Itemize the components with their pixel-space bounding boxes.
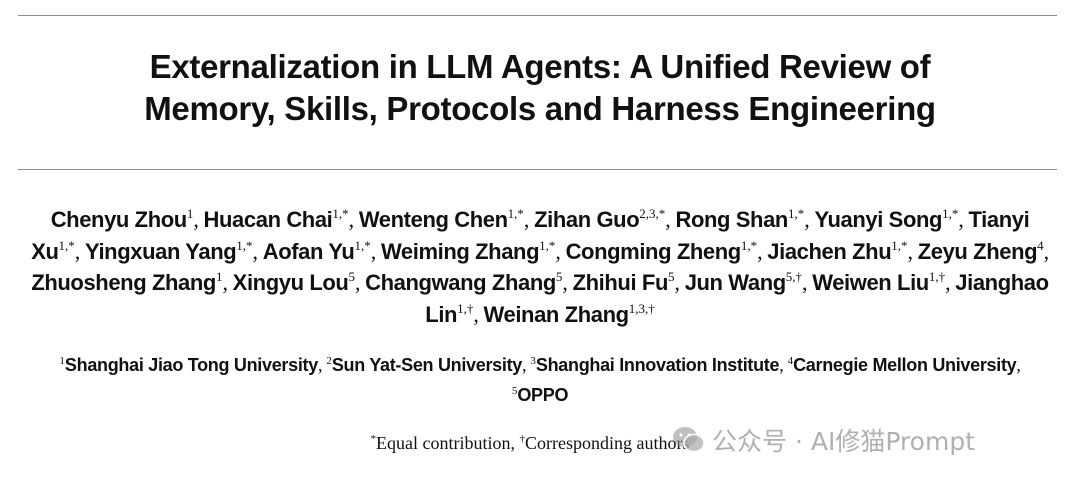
- author-name: Zhihui Fu: [572, 270, 669, 295]
- affiliation-name: Shanghai Jiao Tong University: [64, 355, 318, 375]
- author: Chenyu Zhou1: [51, 207, 194, 232]
- author: Jianghao Lin1,†: [425, 270, 1049, 327]
- author: Jun Wang5,†: [685, 270, 802, 295]
- author-affiliation-mark: 1,*: [507, 206, 524, 221]
- author: Jiachen Zhu1,*: [767, 239, 907, 264]
- bottom-rule: [18, 169, 1057, 170]
- title-line: Externalization in LLM Agents: A Unified…: [149, 48, 931, 85]
- author-affiliation-mark: 1,3,†: [628, 300, 655, 316]
- author-name: Weinan Zhang: [483, 301, 630, 327]
- affiliation: 3Shanghai Innovation Institute: [530, 355, 779, 375]
- author-name: Yingxuan Yang: [84, 238, 237, 264]
- author: Rong Shan1,*: [675, 207, 804, 232]
- author-name: Chenyu Zhou: [50, 207, 188, 232]
- affiliation-name: Sun Yat-Sen University: [331, 355, 522, 375]
- affiliation-name: Shanghai Innovation Institute: [535, 355, 780, 375]
- author: Zihan Guo2,3,*: [534, 207, 665, 232]
- author: Congming Zheng1,*: [566, 239, 758, 264]
- author-affiliation-mark: 1,*: [354, 237, 371, 253]
- author-affiliation-mark: 1,*: [787, 206, 805, 221]
- author-affiliation-mark: 2,3,*: [639, 206, 666, 221]
- author-name: Changwang Zhang: [365, 270, 556, 295]
- wechat-icon: [672, 425, 706, 455]
- author: Yingxuan Yang1,*: [85, 239, 253, 264]
- author-affiliation-mark: 1: [215, 269, 223, 284]
- author-affiliation-mark: 1,*: [58, 237, 75, 253]
- author-affiliation-mark: 1,†: [928, 269, 946, 284]
- author: Weinan Zhang1,3,†: [484, 302, 655, 327]
- affiliation-name: Carnegie Mellon University: [793, 355, 1017, 375]
- affiliation: 5OPPO: [511, 385, 569, 405]
- author: Wenteng Chen1,*: [359, 207, 524, 232]
- title-line: Memory, Skills, Protocols and Harness En…: [144, 90, 936, 127]
- equal-contribution-note: Equal contribution: [376, 433, 511, 453]
- author: Weiming Zhang1,*: [381, 239, 555, 264]
- footnotes: *Equal contribution, †Corresponding auth…: [370, 433, 690, 453]
- author-name: Jiachen Zhu: [767, 238, 892, 264]
- author-affiliation-mark: 5: [348, 269, 355, 284]
- author-name: Yuanyi Song: [814, 207, 943, 232]
- author-affiliation-mark: 1: [186, 206, 194, 221]
- author-name: Zhuosheng Zhang: [31, 270, 216, 295]
- author-affiliation-mark: 1,*: [891, 237, 908, 253]
- author-name: Rong Shan: [675, 207, 788, 232]
- author-name: Weiming Zhang: [380, 238, 540, 264]
- author-affiliation-mark: 1,*: [740, 237, 758, 253]
- affiliation-number: 2: [326, 355, 332, 367]
- author-name: Jun Wang: [684, 270, 786, 295]
- author-list: Chenyu Zhou1, Huacan Chai1,*, Wenteng Ch…: [31, 206, 1049, 327]
- corresponding-note: Corresponding authors: [525, 433, 690, 453]
- affiliation: 2Sun Yat-Sen University: [326, 355, 522, 375]
- author: Changwang Zhang5: [365, 270, 562, 295]
- author-affiliation-mark: 1,*: [332, 206, 349, 221]
- author-affiliation-mark: 5: [667, 269, 675, 284]
- watermark-text: 公众号 · AI修猫Prompt: [712, 427, 976, 456]
- author-affiliation-mark: 1,*: [236, 237, 253, 253]
- corr-mark: †: [519, 433, 526, 445]
- author: Zhihui Fu5: [573, 270, 675, 295]
- author-name: Congming Zheng: [565, 238, 742, 264]
- affiliation: 4Carnegie Mellon University: [788, 355, 1017, 375]
- author-affiliation-mark: 1,*: [942, 206, 959, 221]
- author: Yuanyi Song1,*: [814, 207, 958, 232]
- author-affiliation-mark: 4: [1037, 237, 1044, 253]
- author-affiliation-mark: 5: [555, 269, 563, 284]
- author-name: Wenteng Chen: [358, 207, 508, 232]
- affiliation-number: 4: [787, 355, 794, 367]
- author-name: Zeyu Zheng: [917, 238, 1038, 264]
- author-name: Xingyu Lou: [232, 270, 349, 295]
- affiliation-number: 1: [59, 355, 65, 367]
- affiliation-number: 5: [511, 385, 518, 397]
- author-name: Jianghao Lin: [425, 270, 1049, 327]
- affiliation-name: OPPO: [517, 385, 569, 405]
- author: Zeyu Zheng4: [918, 239, 1044, 264]
- paper-title: Externalization in LLM Agents: A Unified…: [0, 46, 1080, 130]
- affiliation-number: 3: [530, 355, 536, 367]
- author-affiliation-mark: 5,†: [785, 269, 803, 284]
- equal-mark: *: [370, 433, 377, 445]
- author-name: Zihan Guo: [534, 207, 640, 232]
- author: Zhuosheng Zhang1: [31, 270, 222, 295]
- author-name: Tianyi Xu: [31, 207, 1030, 264]
- author: Tianyi Xu1,*: [31, 207, 1029, 264]
- author-name: Aofan Yu: [262, 238, 355, 264]
- author-name: Huacan Chai: [203, 207, 333, 232]
- author: Aofan Yu1,*: [263, 239, 371, 264]
- author: Huacan Chai1,*: [204, 207, 349, 232]
- author: Weiwen Liu1,†: [812, 270, 945, 295]
- author-name: Weiwen Liu: [812, 270, 929, 295]
- affiliation-list: 1Shanghai Jiao Tong University, 2Sun Yat…: [59, 355, 1021, 405]
- author-affiliation-mark: 1,†: [457, 300, 474, 316]
- watermark: 公众号 · AI修猫Prompt: [672, 422, 975, 458]
- author: Xingyu Lou5: [233, 270, 355, 295]
- author-affiliation-mark: 1,*: [539, 237, 556, 253]
- top-rule: [18, 15, 1057, 16]
- affiliation: 1Shanghai Jiao Tong University: [59, 355, 318, 375]
